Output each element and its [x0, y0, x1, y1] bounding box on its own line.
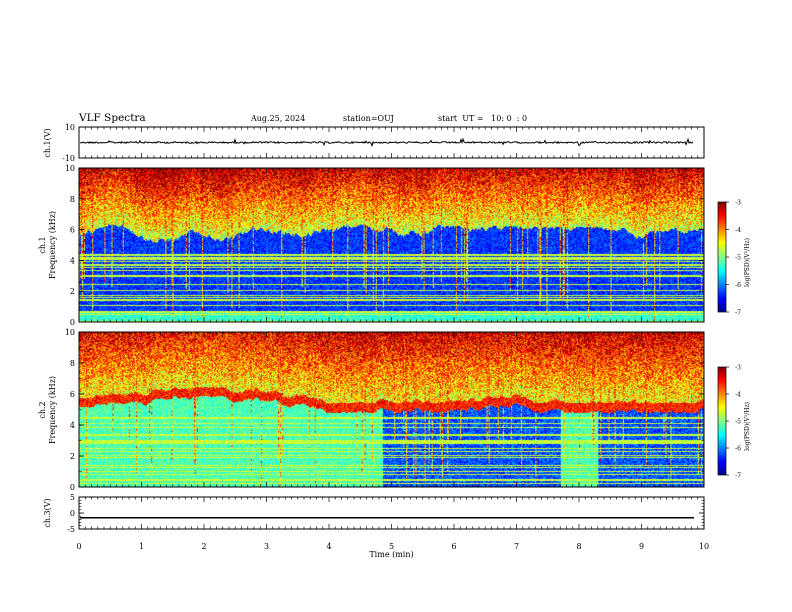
y-tick-label: -5 [67, 525, 75, 534]
ch1-waveform-ylabel: ch.1(V) [43, 128, 52, 157]
ch1-colorbar [717, 201, 727, 313]
y-tick-label: 5 [70, 493, 75, 502]
y-tick-label: 8 [70, 359, 75, 368]
x-tick-label: 6 [451, 542, 456, 551]
x-tick-label: 9 [639, 542, 644, 551]
ch2-spectrogram-ylabel-axis: Frequency (kHz) [48, 376, 57, 444]
x-axis-title: Time (min) [369, 550, 413, 559]
ch3-waveform-ylabel: ch.3(V) [43, 498, 52, 527]
ch1-waveform-line [80, 137, 694, 148]
y-tick-label: 4 [70, 256, 75, 265]
colorbar-tick-label: -5 [735, 255, 741, 262]
date-label: Aug.25, 2024 [251, 114, 306, 123]
y-tick-label: 10 [65, 164, 75, 173]
y-tick-label: 0 [70, 483, 75, 492]
y-tick-label: 2 [70, 287, 75, 296]
station-label: station=OUJ [343, 114, 394, 123]
y-tick-label: 6 [70, 226, 75, 235]
spectrogram-ch1-image [79, 168, 704, 322]
y-tick-label: 8 [70, 195, 75, 204]
y-tick-label: 10 [65, 123, 75, 132]
y-tick-label: -10 [62, 154, 75, 163]
colorbar-tick-label: -4 [735, 392, 741, 399]
y-tick-label: 0 [70, 509, 75, 518]
colorbar-tick-label: -6 [735, 446, 741, 453]
chart-title: VLF Spectra [79, 112, 146, 124]
colorbar-label-2: log(PSD)(V²/Hz) [744, 402, 751, 451]
spectrogram-ch2-image [79, 332, 704, 487]
start-time-label: start UT = 10: 0 : 0 [438, 114, 528, 123]
y-tick-label: 10 [65, 328, 75, 337]
colorbar-tick-label: -7 [735, 473, 741, 480]
x-tick-label: 4 [326, 542, 331, 551]
ch1-spectrogram-ylabel-channel: ch.1 [38, 236, 47, 253]
x-tick-label: 7 [514, 542, 519, 551]
x-tick-label: 3 [264, 542, 269, 551]
colorbar-tick-label: -3 [735, 365, 741, 372]
colorbar-tick-label: -6 [735, 282, 741, 289]
y-tick-label: 6 [70, 390, 75, 399]
x-tick-label: 8 [576, 542, 581, 551]
x-tick-label: 1 [139, 542, 144, 551]
y-tick-label: 2 [70, 452, 75, 461]
x-tick-label: 10 [699, 542, 709, 551]
y-tick-label: 0 [70, 318, 75, 327]
colorbar-tick-label: -5 [735, 419, 741, 426]
colorbar-tick-label: -7 [735, 310, 741, 317]
x-tick-label: 5 [389, 542, 394, 551]
ch2-spectrogram-ylabel-channel: ch.2 [38, 401, 47, 418]
colorbar-tick-label: -4 [735, 227, 741, 234]
y-tick-label: 4 [70, 421, 75, 430]
x-tick-label: 2 [201, 542, 206, 551]
x-tick-label: 0 [76, 542, 81, 551]
ch2-colorbar [717, 366, 727, 476]
colorbar-label-1: log(PSD)(V²/Hz) [744, 238, 751, 287]
ch1-spectrogram-ylabel-axis: Frequency (kHz) [48, 211, 57, 279]
colorbar-tick-label: -3 [735, 200, 741, 207]
axis-ticks [78, 126, 729, 530]
